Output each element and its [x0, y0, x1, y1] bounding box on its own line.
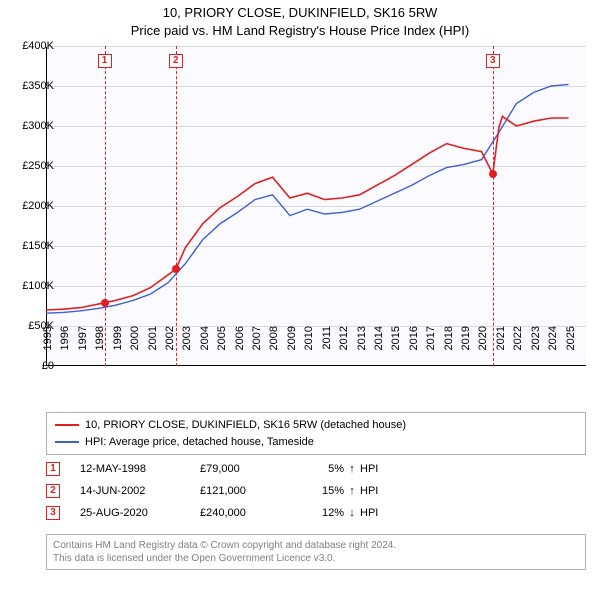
- transaction-row: 2 14-JUN-2002£121,00015%↑HPI: [46, 480, 400, 502]
- transaction-date: 14-JUN-2002: [80, 485, 200, 497]
- chart-svg: [46, 46, 586, 366]
- transaction-hpi-label: HPI: [360, 463, 400, 475]
- legend-swatch: [55, 441, 79, 443]
- transaction-pct: 12%: [300, 507, 344, 519]
- x-axis-label: 2025: [565, 326, 577, 350]
- y-axis-label: £350K: [22, 80, 54, 92]
- transaction-number-box: 3: [46, 506, 60, 520]
- x-axis-label: 2009: [286, 326, 298, 350]
- chart-container: 10, PRIORY CLOSE, DUKINFIELD, SK16 5RW P…: [0, 0, 600, 590]
- y-axis-label: £300K: [22, 120, 54, 132]
- transaction-date: 12-MAY-1998: [80, 463, 200, 475]
- marker-dot: [489, 170, 497, 178]
- arrow-icon: ↓: [344, 507, 360, 519]
- x-axis-label: 2015: [390, 326, 402, 350]
- arrow-icon: ↑: [344, 485, 360, 497]
- marker-line: [105, 46, 106, 366]
- transaction-row: 3 25-AUG-2020£240,00012%↓HPI: [46, 502, 400, 524]
- marker-line: [176, 46, 177, 366]
- x-axis-label: 2024: [547, 326, 559, 350]
- title-block: 10, PRIORY CLOSE, DUKINFIELD, SK16 5RW P…: [0, 0, 600, 40]
- x-axis-label: 2010: [303, 326, 315, 350]
- chart-area: 1 2 3: [46, 46, 586, 366]
- x-axis-label: 2018: [443, 326, 455, 350]
- transaction-date: 25-AUG-2020: [80, 507, 200, 519]
- marker-dot: [101, 299, 109, 307]
- transaction-pct: 5%: [300, 463, 344, 475]
- x-axis-label: 1998: [94, 326, 106, 350]
- x-axis-label: 2007: [251, 326, 263, 350]
- y-axis-label: £0: [42, 360, 54, 372]
- legend-row: 10, PRIORY CLOSE, DUKINFIELD, SK16 5RW (…: [55, 417, 577, 434]
- marker-number-box: 1: [98, 54, 112, 68]
- x-axis-label: 2008: [268, 326, 280, 350]
- legend-label: HPI: Average price, detached house, Tame…: [85, 434, 314, 451]
- y-axis-label: £250K: [22, 160, 54, 172]
- x-axis-label: 1999: [112, 326, 124, 350]
- transaction-price: £240,000: [200, 507, 300, 519]
- legend: 10, PRIORY CLOSE, DUKINFIELD, SK16 5RW (…: [46, 412, 586, 455]
- x-axis-label: 2005: [216, 326, 228, 350]
- legend-swatch: [55, 424, 79, 426]
- title-address: 10, PRIORY CLOSE, DUKINFIELD, SK16 5RW: [0, 4, 600, 22]
- x-axis-label: 2004: [199, 326, 211, 350]
- marker-dot: [172, 265, 180, 273]
- x-axis-label: 2013: [356, 326, 368, 350]
- x-axis-label: 2011: [321, 326, 333, 350]
- y-axis-label: £150K: [22, 240, 54, 252]
- x-axis-label: 2002: [164, 326, 176, 350]
- transaction-price: £121,000: [200, 485, 300, 497]
- transaction-row: 1 12-MAY-1998£79,0005%↑HPI: [46, 458, 400, 480]
- transaction-number-box: 1: [46, 462, 60, 476]
- x-axis-label: 2006: [234, 326, 246, 350]
- transaction-pct: 15%: [300, 485, 344, 497]
- transaction-price: £79,000: [200, 463, 300, 475]
- x-axis-label: 2001: [147, 326, 159, 350]
- x-axis-label: 1995: [42, 326, 54, 350]
- x-axis-label: 2022: [512, 326, 524, 350]
- footer-line: Contains HM Land Registry data © Crown c…: [53, 539, 579, 552]
- x-axis-label: 1996: [59, 326, 71, 350]
- transaction-hpi-label: HPI: [360, 507, 400, 519]
- footer-line: This data is licensed under the Open Gov…: [53, 552, 579, 565]
- x-axis-label: 2012: [338, 326, 350, 350]
- x-axis-label: 2014: [373, 326, 385, 350]
- transaction-hpi-label: HPI: [360, 485, 400, 497]
- y-axis-label: £200K: [22, 200, 54, 212]
- legend-label: 10, PRIORY CLOSE, DUKINFIELD, SK16 5RW (…: [85, 417, 406, 434]
- title-subtitle: Price paid vs. HM Land Registry's House …: [0, 22, 600, 40]
- x-axis-label: 2000: [129, 326, 141, 350]
- y-axis-label: £400K: [22, 40, 54, 52]
- x-axis-label: 2019: [460, 326, 472, 350]
- marker-number-box: 2: [169, 54, 183, 68]
- transaction-table: 112-MAY-1998£79,0005%↑HPI214-JUN-2002£12…: [46, 458, 400, 524]
- x-axis-label: 2017: [425, 326, 437, 350]
- arrow-icon: ↑: [344, 463, 360, 475]
- y-axis-label: £100K: [22, 280, 54, 292]
- marker-line: [493, 46, 494, 366]
- line-hpi: [46, 84, 569, 313]
- x-axis-label: 2023: [530, 326, 542, 350]
- marker-number-box: 3: [486, 54, 500, 68]
- legend-row: HPI: Average price, detached house, Tame…: [55, 434, 577, 451]
- x-axis-label: 2021: [495, 326, 507, 350]
- footer: Contains HM Land Registry data © Crown c…: [46, 534, 586, 570]
- x-axis-label: 2016: [408, 326, 420, 350]
- x-axis-label: 2020: [477, 326, 489, 350]
- x-axis-label: 2003: [181, 326, 193, 350]
- x-axis-label: 1997: [77, 326, 89, 350]
- transaction-number-box: 2: [46, 484, 60, 498]
